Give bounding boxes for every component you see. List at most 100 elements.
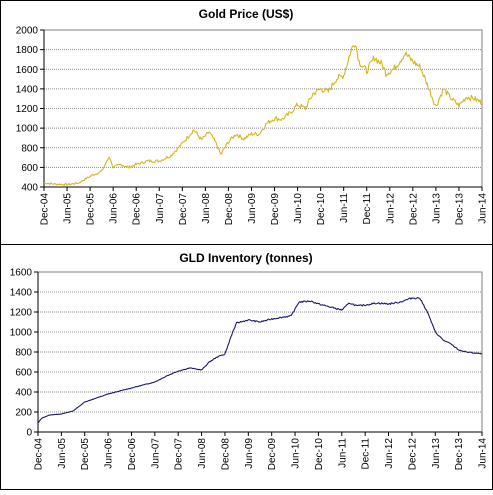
gld-y-tick-label: 200: [15, 408, 32, 419]
gold-x-tick-label: Dec-09: [270, 193, 281, 226]
gld-data-point: [329, 306, 331, 308]
gld-x-tick-label: Jun-13: [431, 438, 442, 469]
gld-x-tick-label: Dec-06: [127, 438, 138, 471]
gld-data-point: [96, 397, 98, 399]
gold-data-point: [208, 131, 210, 133]
gld-x-tick-label: Dec-08: [220, 438, 231, 471]
gold-data-point: [351, 49, 353, 51]
gld-data-point: [166, 375, 168, 377]
gld-data-point: [318, 303, 320, 305]
gold-x-tick-label: Dec-08: [224, 193, 235, 226]
gold-data-point: [66, 184, 68, 186]
gold-x-tick-label: Dec-12: [408, 193, 419, 226]
gold-y-tick-label: 600: [21, 163, 38, 174]
gld-data-point: [236, 322, 238, 324]
gld-data-point: [399, 301, 401, 303]
gld-data-point: [364, 304, 366, 306]
gld-y-tick-label: 1400: [10, 288, 33, 299]
gld-data-point: [481, 353, 483, 355]
gold-data-point: [404, 53, 406, 55]
gold-x-tick-label: Dec-07: [178, 193, 189, 226]
gld-y-tick-label: 1000: [10, 328, 33, 339]
gld-data-point: [119, 390, 121, 392]
gold-data-point: [220, 154, 222, 156]
gld-chart-title: GLD Inventory (tonnes): [179, 251, 312, 265]
gld-x-tick-label: Dec-12: [407, 438, 418, 471]
gold-x-tick-label: Dec-05: [86, 193, 97, 226]
gld-data-point: [458, 349, 460, 351]
gold-x-tick-label: Jun-10: [293, 193, 304, 224]
gold-data-point: [135, 164, 137, 166]
gold-data-point: [358, 61, 360, 63]
gld-data-point: [72, 410, 74, 412]
gold-data-point: [170, 155, 172, 157]
gold-data-point: [258, 133, 260, 135]
gold-data-point: [251, 133, 253, 135]
gld-data-point: [434, 331, 436, 333]
gold-data-point: [435, 106, 437, 108]
gold-data-point: [466, 96, 468, 98]
gold-data-point: [393, 68, 395, 70]
gld-x-tick-label: Jun-08: [197, 438, 208, 469]
gld-data-point: [49, 414, 51, 416]
gld-data-point: [154, 381, 156, 383]
gld-x-tick-label: Jun-06: [104, 438, 115, 469]
gld-data-point: [142, 384, 144, 386]
gold-x-tick-label: Jun-07: [155, 193, 166, 224]
gold-data-point: [201, 139, 203, 141]
gold-data-point: [385, 72, 387, 74]
gld-data-point: [290, 315, 292, 317]
gld-data-point: [41, 417, 43, 419]
gld-data-point: [349, 302, 351, 304]
gld-data-point: [473, 352, 475, 354]
gold-data-point: [274, 118, 276, 120]
gold-data-point: [266, 122, 268, 124]
gold-y-tick-label: 1000: [16, 124, 39, 135]
gold-data-point: [420, 66, 422, 68]
gold-data-point: [343, 74, 345, 76]
gld-data-point: [216, 356, 218, 358]
gld-data-point: [442, 339, 444, 341]
gold-x-tick-label: Dec-10: [316, 193, 327, 226]
gld-data-point: [189, 367, 191, 369]
gold-x-tick-label: Dec-04: [40, 193, 51, 226]
gld-data-point: [248, 319, 250, 321]
gld-data-point: [224, 353, 226, 355]
gold-x-tick-label: Dec-06: [132, 193, 143, 226]
gld-data-point: [427, 311, 429, 313]
gld-x-tick-label: Jun-09: [244, 438, 255, 469]
gold-data-point: [312, 93, 314, 95]
gld-data-point: [84, 401, 86, 403]
gld-data-point: [259, 321, 261, 323]
gold-x-tick-label: Jun-11: [339, 193, 350, 223]
gld-x-tick-label: Dec-05: [80, 438, 91, 471]
gold-data-point: [243, 138, 245, 140]
gld-data-point: [376, 302, 378, 304]
gold-data-point: [216, 144, 218, 146]
gold-y-tick-label: 400: [21, 183, 38, 194]
gld-x-tick-label: Jun-12: [384, 438, 395, 469]
gold-y-tick-label: 1600: [16, 65, 39, 76]
gold-data-point: [281, 118, 283, 120]
gld-data-point: [310, 300, 312, 302]
gold-data-point: [55, 183, 57, 185]
gld-data-point: [131, 387, 133, 389]
gld-x-tick-label: Dec-11: [361, 438, 372, 470]
gold-data-point: [297, 104, 299, 106]
gld-x-tick-label: Dec-04: [34, 438, 45, 471]
gold-y-tick-label: 1200: [16, 104, 39, 115]
gold-data-point: [458, 105, 460, 107]
gold-x-tick-label: Jun-05: [63, 193, 74, 224]
gold-data-point: [304, 108, 306, 110]
gld-data-point: [61, 413, 63, 415]
gld-data-point: [37, 422, 39, 424]
gld-data-point: [466, 351, 468, 353]
gold-x-tick-label: Jun-14: [478, 193, 489, 224]
gold-data-point: [366, 70, 368, 72]
gold-data-point: [443, 88, 445, 90]
gold-data-point: [427, 86, 429, 88]
gold-data-point: [89, 175, 91, 177]
gld-data-point: [177, 370, 179, 372]
